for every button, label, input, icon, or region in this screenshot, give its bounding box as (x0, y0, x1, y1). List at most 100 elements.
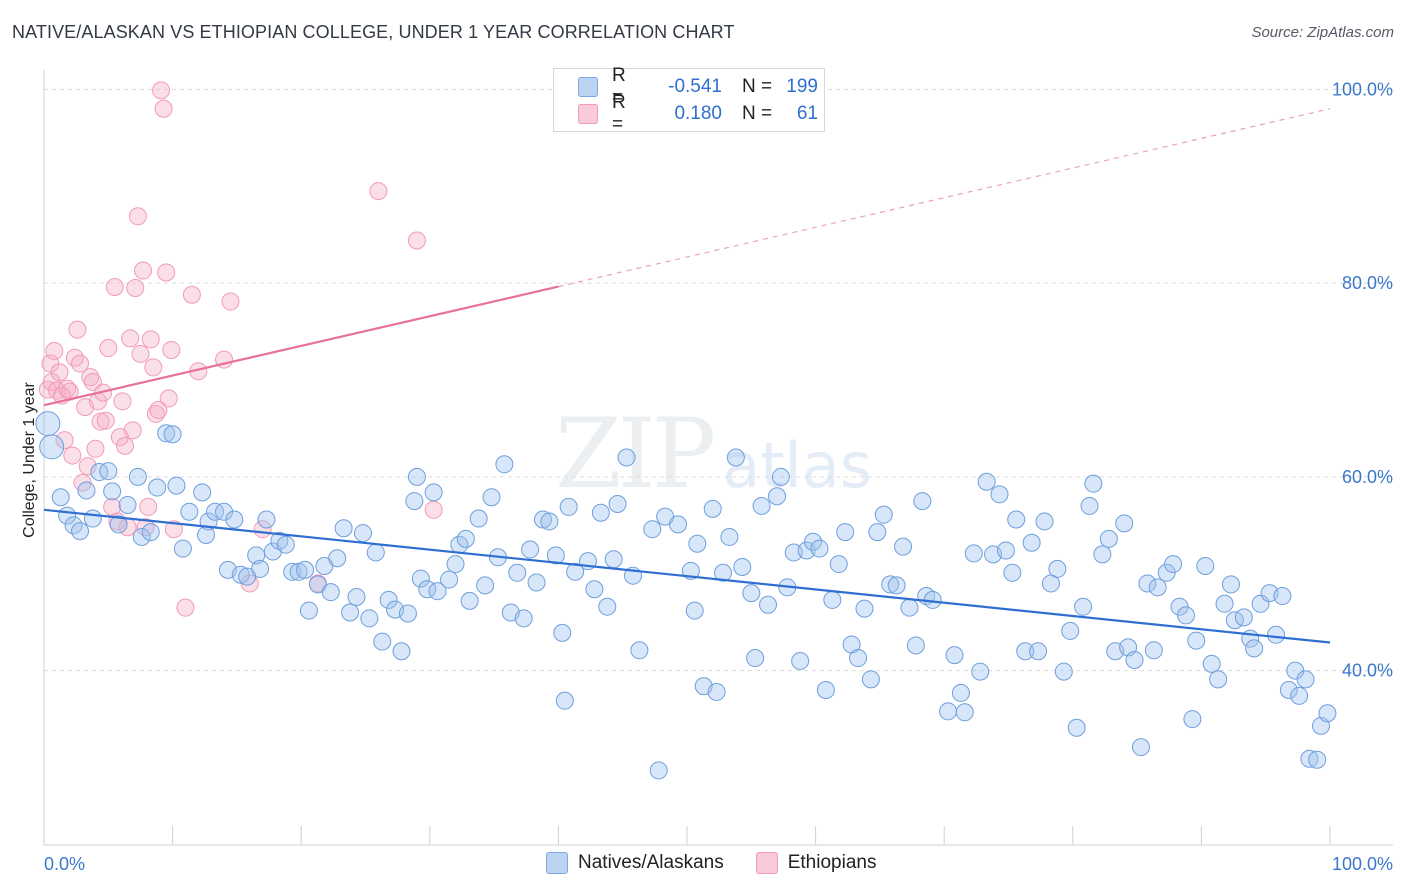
natives-point (296, 560, 315, 579)
natives-point (1048, 559, 1067, 578)
natives-point (881, 575, 900, 594)
natives-point (469, 509, 488, 528)
natives-point (688, 534, 707, 553)
natives-point (1318, 704, 1337, 723)
natives-point (446, 555, 465, 574)
natives-point (1080, 496, 1099, 515)
natives-point (193, 483, 212, 502)
ethiopians-point (55, 431, 74, 450)
natives-point (90, 463, 109, 482)
natives-point (1183, 710, 1202, 729)
natives-point (1138, 574, 1157, 593)
natives-point (521, 540, 540, 559)
natives-point (971, 662, 990, 681)
natives-point (1209, 670, 1228, 689)
natives-point (555, 691, 574, 710)
ethiopians-point (159, 389, 178, 408)
natives-point (39, 434, 65, 460)
natives-point (990, 485, 1009, 504)
natives-point (945, 646, 964, 665)
n-value: 199 (786, 76, 818, 97)
natives-point (733, 557, 752, 576)
natives-point (157, 424, 176, 443)
natives-point (1029, 642, 1048, 661)
series-legend: Natives/Alaskans Ethiopians (546, 852, 908, 874)
natives-point (894, 537, 913, 556)
legend-row-ethiopians: R = 0.180 N = 61 (578, 92, 818, 135)
x-tick-label-max: 100.0% (1332, 854, 1393, 874)
ethiopians-swatch (578, 104, 598, 124)
natives-point (411, 569, 430, 588)
natives-point (103, 482, 122, 501)
natives-point (1131, 738, 1150, 757)
y-tick-label: 60.0% (1342, 467, 1393, 487)
legend-row-natives: R = -0.541 N = 199 (578, 65, 818, 108)
natives-point (206, 502, 225, 521)
ethiopians-point (126, 278, 145, 297)
ethiopians-point (42, 372, 61, 391)
natives-points (35, 411, 1337, 780)
ethiopians-point (424, 500, 443, 519)
natives-point (527, 573, 546, 592)
ethiopians-point (45, 341, 64, 360)
natives-point (1308, 750, 1327, 769)
x-tick-label-min: 0.0% (44, 854, 85, 874)
natives-point (617, 448, 636, 467)
ethiopians-point (50, 363, 69, 382)
r-value: -0.541 (668, 76, 722, 97)
correlation-legend: R = -0.541 N = 199 R = 0.180 N = 61 (553, 65, 825, 135)
natives-point (608, 495, 627, 513)
natives-point (955, 703, 974, 722)
natives-point (868, 523, 887, 542)
legend-item-natives[interactable]: Natives/Alaskans (546, 852, 724, 874)
natives-point (771, 467, 790, 486)
natives-point (559, 497, 578, 516)
natives-point (341, 603, 360, 622)
natives-point (1273, 587, 1292, 606)
natives-point (861, 670, 880, 689)
natives-point (816, 681, 835, 699)
n-label: N = (742, 103, 773, 124)
ethiopians-point (164, 520, 183, 539)
natives-point (649, 761, 668, 780)
natives-point (836, 523, 855, 542)
natives-point (476, 576, 495, 595)
natives-trend-line (43, 508, 1331, 644)
natives-point (900, 598, 919, 617)
natives-swatch (578, 77, 598, 97)
chart-title: NATIVE/ALASKAN VS ETHIOPIAN COLLEGE, UND… (12, 22, 735, 42)
natives-point (1022, 533, 1041, 552)
natives-point (829, 555, 848, 574)
ethiopians-point (81, 368, 100, 387)
natives-point (1221, 575, 1240, 594)
ethiopians-point (103, 497, 122, 516)
natives-point (810, 539, 829, 558)
natives-point (553, 623, 572, 642)
natives-point (257, 510, 276, 529)
natives-point (742, 584, 761, 603)
natives-point (759, 595, 778, 614)
natives-point (1007, 510, 1026, 529)
natives-point (746, 649, 765, 668)
natives-point (887, 576, 906, 595)
natives-point (1245, 639, 1264, 658)
natives-point (424, 483, 443, 502)
natives-point (643, 520, 662, 539)
natives-point (598, 597, 617, 616)
ethiopians-point (139, 497, 158, 516)
ethiopians-point (123, 421, 142, 440)
ethiopians-trend-line (43, 285, 559, 407)
natives-point (398, 604, 417, 623)
ethiopians-point (91, 412, 110, 431)
natives-point (996, 541, 1015, 560)
natives-point (508, 563, 527, 582)
ethiopians-point (65, 348, 84, 367)
ethiopians-point (149, 401, 168, 420)
natives-point (353, 524, 372, 543)
natives-point (874, 505, 893, 524)
ethiopians-point (116, 436, 135, 455)
natives-point (132, 527, 151, 546)
ethiopians-point (128, 207, 147, 226)
legend-item-ethiopians[interactable]: Ethiopians (755, 852, 876, 874)
